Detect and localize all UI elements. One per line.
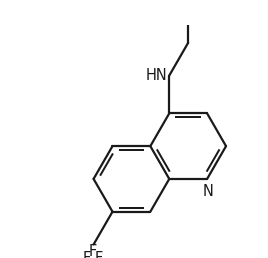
Text: OH: OH [189, 0, 211, 2]
Text: F: F [95, 251, 103, 258]
Text: HN: HN [146, 68, 168, 83]
Text: F: F [89, 244, 97, 258]
Text: F: F [83, 251, 91, 258]
Text: N: N [203, 184, 213, 199]
